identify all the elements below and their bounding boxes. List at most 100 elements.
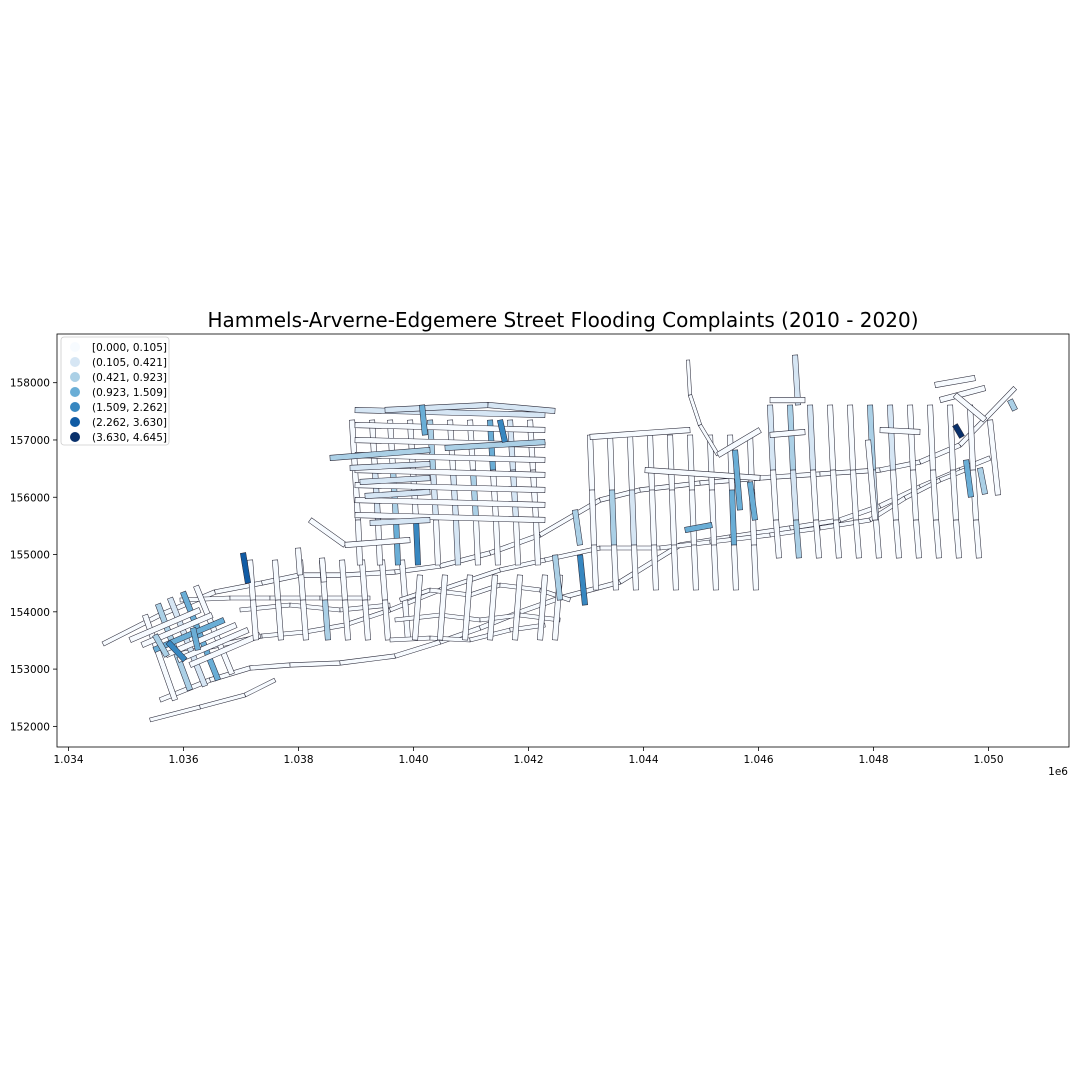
street-segment xyxy=(651,544,659,591)
street-segment xyxy=(189,627,202,651)
street-segment xyxy=(149,704,201,723)
street-segment xyxy=(362,599,371,641)
legend-label: (2.262, 3.630] xyxy=(92,417,167,429)
legend-swatch xyxy=(70,372,80,382)
legend-entry: (3.630, 4.645] xyxy=(70,432,167,444)
street-segment xyxy=(627,434,635,491)
street-segment xyxy=(649,489,657,546)
street-segment xyxy=(647,434,655,491)
street-segment xyxy=(671,544,679,591)
street-segment xyxy=(533,519,541,566)
street-segment xyxy=(551,554,564,601)
street-segment xyxy=(354,482,546,493)
street-segment xyxy=(976,467,989,495)
street-segment xyxy=(807,404,816,471)
street-segment xyxy=(853,519,862,559)
legend-box xyxy=(60,336,170,446)
street-segment xyxy=(732,449,743,511)
street-segment xyxy=(689,489,697,546)
street-segment xyxy=(716,427,762,458)
street-segment xyxy=(687,394,703,426)
street-segment xyxy=(629,489,637,546)
x-tick-label: 1.042 xyxy=(513,754,543,766)
legend-entry: (2.262, 3.630] xyxy=(70,417,167,429)
legend-label: [0.000, 0.105] xyxy=(92,342,167,354)
street-segment xyxy=(769,429,806,438)
street-segment xyxy=(487,402,556,414)
x-axis-offset-label: 1e6 xyxy=(1048,766,1068,778)
street-segment xyxy=(243,677,277,698)
street-segment xyxy=(711,544,719,591)
street-segment xyxy=(384,402,489,413)
street-segment xyxy=(691,544,699,591)
street-segment xyxy=(709,489,717,546)
street-segment xyxy=(973,519,982,559)
street-segment xyxy=(496,419,509,443)
y-axis: 152000 153000 154000 155000 156000 157000 1580… xyxy=(10,378,57,733)
street-segment xyxy=(339,653,396,666)
street-segment xyxy=(847,404,856,471)
street-segment xyxy=(354,422,546,433)
x-tick-label: 1.044 xyxy=(628,754,658,766)
street-segment xyxy=(686,359,692,396)
street-segment xyxy=(339,559,348,601)
street-segment xyxy=(607,434,615,491)
street-segment xyxy=(934,374,976,389)
x-tick-label: 1.036 xyxy=(168,754,198,766)
street-segment xyxy=(587,434,595,491)
street-segment xyxy=(439,550,491,569)
street-segment xyxy=(947,404,956,471)
street-segment xyxy=(576,554,589,606)
street-segment xyxy=(773,519,782,559)
street-segment xyxy=(412,574,423,641)
legend-swatch xyxy=(70,387,80,397)
street-segment xyxy=(493,519,501,566)
street-segment xyxy=(571,509,584,546)
legend-label: (0.923, 1.509] xyxy=(92,387,167,399)
street-segment xyxy=(272,559,281,601)
street-segment xyxy=(322,599,331,641)
street-segment xyxy=(952,392,988,423)
street-segment xyxy=(751,544,759,591)
x-tick-label: 1.046 xyxy=(743,754,773,766)
street-segment xyxy=(544,545,601,563)
map-title: Hammels-Arverne-Edgemere Street Flooding… xyxy=(207,308,918,332)
street-segment xyxy=(364,489,431,499)
street-segment xyxy=(833,519,842,559)
street-segment xyxy=(659,539,711,551)
street-segment xyxy=(913,519,922,559)
street-segment xyxy=(319,557,327,583)
street-segment xyxy=(261,572,301,586)
street-segment xyxy=(470,469,479,521)
y-tick-label: 154000 xyxy=(10,607,50,619)
legend-label: (0.105, 0.421] xyxy=(92,357,167,369)
street-segment xyxy=(879,427,921,435)
street-segment xyxy=(810,469,819,521)
legend-label: (1.509, 2.262] xyxy=(92,402,167,414)
street-segment xyxy=(354,512,546,523)
legend-label: (3.630, 4.645] xyxy=(92,432,167,444)
street-segment xyxy=(538,497,602,538)
street-segment xyxy=(289,602,341,613)
street-segment xyxy=(769,397,806,404)
street-segment xyxy=(439,612,481,623)
y-tick-label: 158000 xyxy=(10,378,50,390)
street-segment xyxy=(199,692,246,710)
street-segment xyxy=(275,599,284,641)
legend-swatch xyxy=(70,342,80,352)
street-segment xyxy=(910,469,919,521)
street-segment xyxy=(644,467,761,481)
street-segment xyxy=(933,519,942,559)
street-segment xyxy=(830,469,839,521)
x-axis: 1.034 1.036 1.038 1.040 1.042 1.044 1.046 1.048… xyxy=(53,747,1004,766)
street-segment xyxy=(128,607,202,643)
street-segment xyxy=(453,519,461,566)
street-segment xyxy=(349,461,431,471)
x-tick-label: 1.038 xyxy=(283,754,313,766)
street-segment xyxy=(938,384,987,404)
street-segment xyxy=(887,404,896,471)
street-segment xyxy=(787,404,796,471)
street-segment xyxy=(1007,398,1018,412)
street-segment xyxy=(250,599,259,641)
